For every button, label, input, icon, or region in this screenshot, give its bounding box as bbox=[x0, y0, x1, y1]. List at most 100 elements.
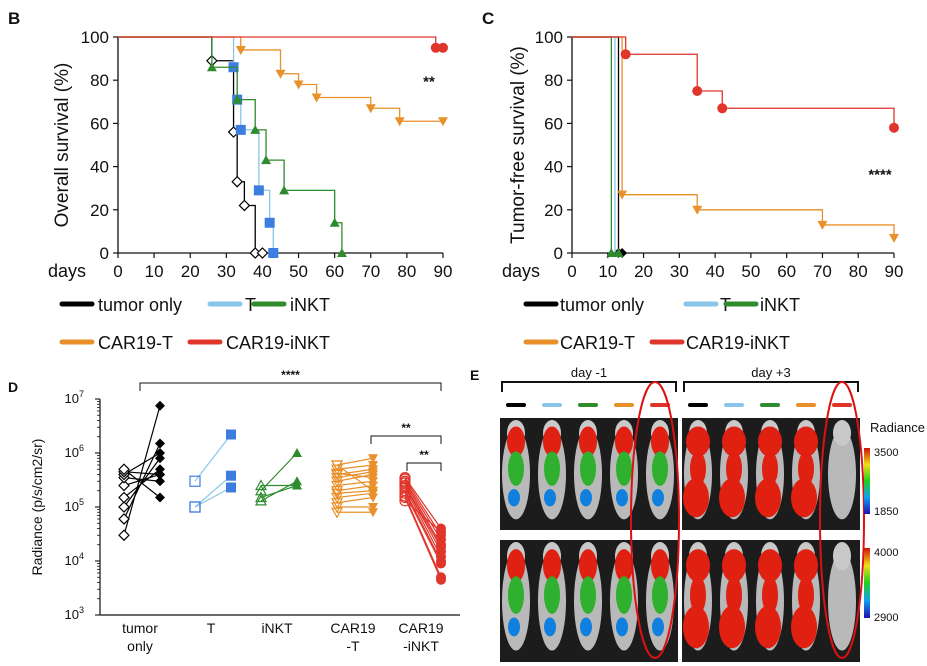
chartd-pair-line-car19-t bbox=[336, 472, 374, 479]
chartd-category-label: only bbox=[127, 638, 153, 654]
chartd-post-point-car19-inkt bbox=[436, 526, 446, 537]
chartb-x-tick-label: 40 bbox=[253, 262, 272, 281]
panel-c-tumor-free-chart: 0 20 40 60 80 100 0 10 20 30 40 50 60 70 80 90 days Tumor… bbox=[502, 28, 903, 281]
signal-blob bbox=[580, 451, 596, 486]
signal-blob bbox=[791, 478, 817, 518]
chartd-post-point-car19-inkt bbox=[436, 542, 446, 553]
chartb-x-tick-label: 0 bbox=[113, 262, 122, 281]
chartd-pair-line-inkt bbox=[260, 480, 298, 502]
chartd-y-tick-exponent: 4 bbox=[79, 551, 84, 561]
signal-blob bbox=[507, 549, 525, 583]
chartd-post-point-t bbox=[226, 429, 236, 440]
chartd-pre-point-inkt bbox=[254, 491, 268, 503]
chartd-pre-point-car19-inkt bbox=[399, 495, 411, 507]
chartd-pre-point-car19-inkt bbox=[399, 479, 411, 492]
signal-blob bbox=[652, 576, 668, 614]
signal-blob bbox=[686, 549, 710, 583]
chartc-y-tick-label: 60 bbox=[544, 114, 563, 133]
chartd-post-point-car19-inkt bbox=[436, 574, 446, 585]
chartd-pair-line-t bbox=[194, 475, 232, 508]
chartd-pair-line-car19-inkt bbox=[404, 497, 442, 580]
signal-blob bbox=[722, 426, 746, 457]
chartb-line-car19-t bbox=[118, 36, 443, 122]
chartd-pair-line-tumor-only bbox=[123, 471, 161, 476]
chartd-pair-line-t bbox=[194, 434, 232, 482]
chartd-y-tick-base: 10 bbox=[65, 445, 79, 460]
chartb-x-tick-label: 10 bbox=[145, 262, 164, 281]
chartc-point-car19-inkt bbox=[889, 122, 899, 133]
chartd-post-point-tumor-only bbox=[155, 400, 165, 411]
chartc-x-tick-label: 10 bbox=[598, 262, 617, 281]
signal-blob bbox=[580, 489, 592, 507]
chartd-significance-bracket bbox=[406, 462, 442, 471]
chartd-category-label: T bbox=[207, 620, 216, 636]
chartd-post-point-inkt bbox=[292, 476, 302, 486]
chartc-y-tick-label: 40 bbox=[544, 158, 563, 177]
color-scale-top bbox=[864, 448, 870, 514]
signal-blob bbox=[798, 576, 814, 614]
signal-blob bbox=[719, 605, 745, 649]
chartb-point-car19-t bbox=[293, 80, 304, 90]
chartd-y-tick-exponent: 6 bbox=[79, 443, 84, 453]
chartd-pair-line-tumor-only bbox=[123, 477, 161, 482]
signal-blob bbox=[580, 617, 592, 637]
chartc-point-car19-inkt bbox=[717, 103, 728, 114]
chartd-post-point-car19-t bbox=[368, 481, 378, 491]
bracket-day-plus3 bbox=[683, 381, 859, 392]
chartd-post-point-t bbox=[226, 482, 236, 493]
scale-top-min: 1850 bbox=[874, 506, 898, 518]
chartb-point-inkt bbox=[250, 124, 261, 134]
chartb-point-inkt bbox=[336, 248, 347, 257]
signal-blob bbox=[758, 426, 782, 457]
signal-blob bbox=[719, 478, 745, 518]
signal-blob bbox=[651, 549, 669, 583]
chartc-point-car19-inkt bbox=[692, 86, 703, 96]
chartb-point-tumor-only bbox=[238, 199, 251, 212]
chartb-point-car19-t bbox=[311, 93, 322, 103]
chartd-pair-line-inkt bbox=[260, 452, 298, 492]
chartc-y-axis-label: Tumor-free survival (%) bbox=[508, 46, 529, 244]
chartd-pre-point-t bbox=[189, 475, 201, 487]
signal-blob bbox=[508, 576, 524, 614]
chartd-pair-line-car19-inkt bbox=[404, 487, 442, 558]
chartd-post-point-car19-t bbox=[368, 454, 378, 464]
chartb-point-car19-inkt bbox=[430, 42, 441, 53]
chartd-pair-line-tumor-only bbox=[123, 405, 161, 536]
chartd-post-point-car19-t bbox=[368, 508, 378, 518]
chartd-significance-label: ** bbox=[401, 421, 411, 435]
signal-blob bbox=[544, 451, 560, 486]
legend-b-label-car19-inkt: CAR19-iNKT bbox=[226, 333, 330, 353]
chartb-point-car19-t bbox=[275, 69, 286, 79]
chartd-pre-point-car19-inkt bbox=[399, 491, 411, 504]
signal-blob bbox=[794, 549, 818, 583]
chartb-point-car19-t bbox=[235, 45, 246, 55]
chartd-pre-point-car19-t bbox=[330, 502, 344, 514]
chartb-line-tumor-only bbox=[118, 36, 263, 254]
chartc-point-car19-t bbox=[817, 220, 828, 230]
chartd-pre-point-tumor-only bbox=[118, 513, 130, 525]
signal-blob bbox=[722, 549, 746, 583]
chartd-pair-line-car19-t bbox=[336, 496, 374, 504]
chartd-y-tick-label: 107 bbox=[65, 389, 84, 406]
chartb-point-car19-t bbox=[365, 104, 376, 114]
signal-blob bbox=[652, 451, 668, 486]
label-day-minus1: day -1 bbox=[571, 365, 607, 380]
chartd-pair-line-car19-inkt bbox=[404, 490, 442, 562]
chartb-x-axis-label: days bbox=[48, 261, 86, 281]
signal-blob bbox=[652, 617, 664, 637]
chartd-y-tick-label: 106 bbox=[65, 443, 84, 460]
chartd-y-tick-base: 10 bbox=[65, 553, 79, 568]
chartd-pair-line-tumor-only bbox=[123, 452, 161, 476]
chartd-post-point-car19-inkt bbox=[436, 558, 446, 569]
chartd-pair-line-tumor-only bbox=[123, 468, 161, 498]
signal-blob bbox=[758, 549, 782, 583]
chartd-y-tick-base: 10 bbox=[65, 499, 79, 514]
signal-blob bbox=[798, 451, 814, 486]
signal-blob bbox=[616, 617, 628, 637]
signal-blob bbox=[794, 426, 818, 457]
chartb-line-inkt bbox=[118, 36, 343, 253]
chartd-pair-line-car19-inkt bbox=[404, 482, 442, 546]
signal-blob bbox=[616, 489, 628, 507]
chartc-significance: **** bbox=[868, 167, 892, 184]
chartd-y-tick-exponent: 7 bbox=[79, 389, 84, 399]
